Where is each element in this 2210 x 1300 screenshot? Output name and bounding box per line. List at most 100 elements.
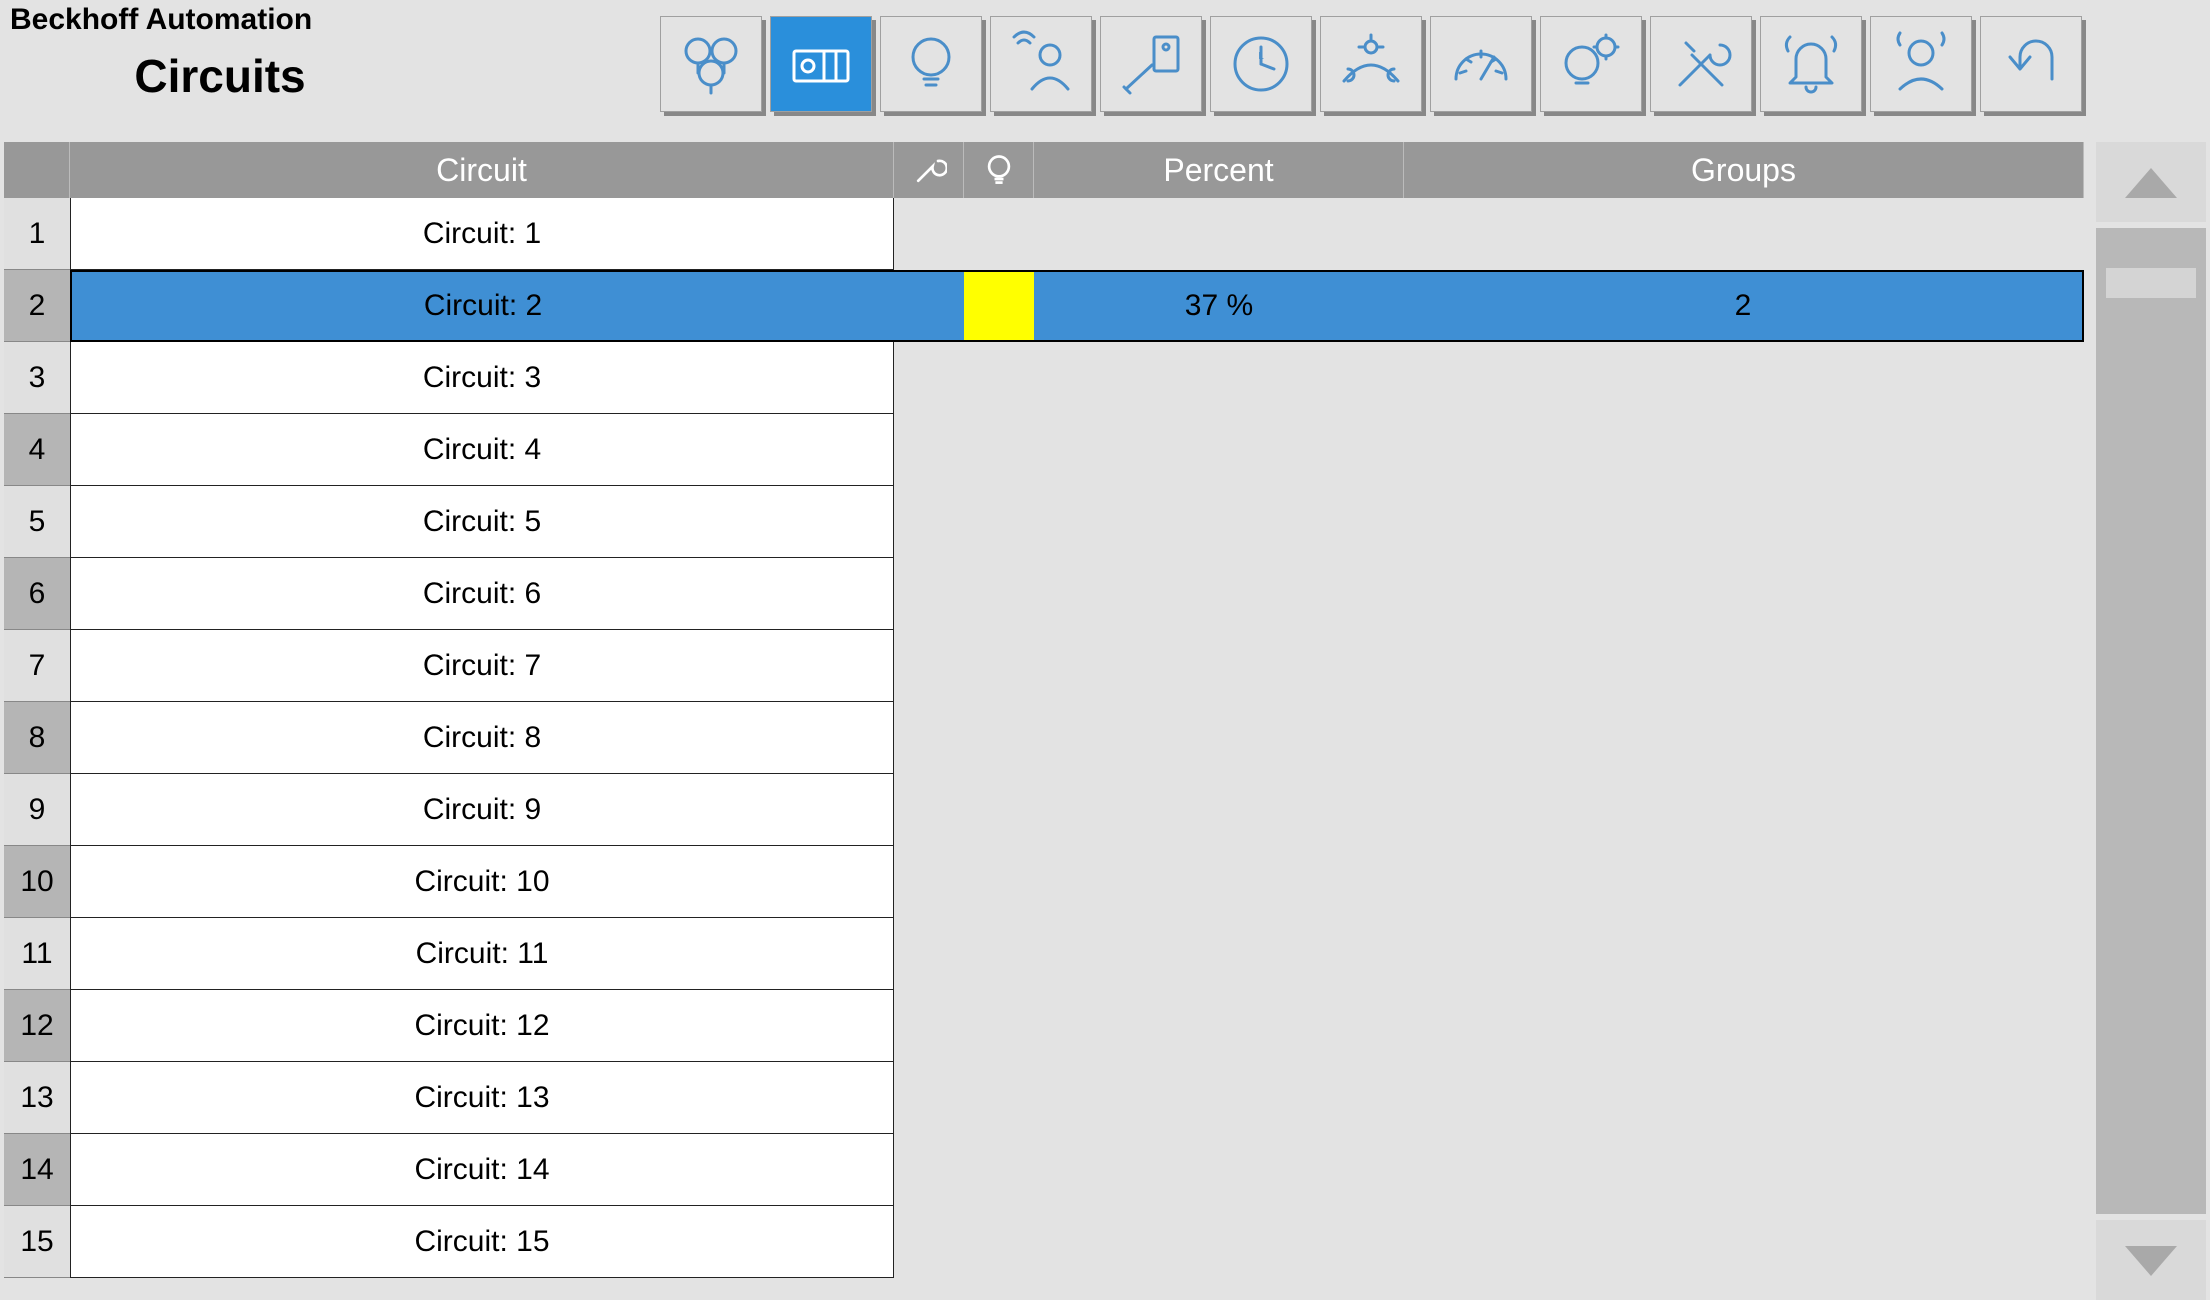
settings-bulb-icon [1556, 29, 1626, 99]
alarm-icon [1776, 29, 1846, 99]
toolbar-alarm[interactable] [1760, 16, 1862, 112]
row-index: 3 [4, 342, 70, 414]
daylight-icon [1336, 29, 1406, 99]
wrench-icon [911, 152, 947, 188]
row-index: 11 [4, 918, 70, 990]
table-row[interactable]: 2Circuit: 237 %2 [4, 270, 2084, 342]
header-bulb [964, 142, 1034, 198]
tools-icon [1666, 29, 1736, 99]
table-row[interactable]: 14Circuit: 14 [4, 1134, 2084, 1206]
row-index: 12 [4, 990, 70, 1062]
page-title: Circuits [10, 40, 430, 112]
header-left: Beckhoff Automation Circuits [0, 0, 660, 112]
table-row[interactable]: 9Circuit: 9 [4, 774, 2084, 846]
row-index: 13 [4, 1062, 70, 1134]
scroll-down-button[interactable] [2096, 1220, 2206, 1300]
row-circuit: Circuit: 2 [70, 270, 894, 342]
toolbar-bulb[interactable] [880, 16, 982, 112]
row-index: 4 [4, 414, 70, 486]
scroll-column [2096, 142, 2206, 1300]
toolbar-clock[interactable]: L [1210, 16, 1312, 112]
svg-text:L: L [1258, 51, 1264, 62]
circuits-icon [786, 29, 856, 99]
header-circuit: Circuit [70, 142, 894, 198]
table-row[interactable]: 15Circuit: 15 [4, 1206, 2084, 1278]
row-index: 15 [4, 1206, 70, 1278]
row-circuit: Circuit: 9 [70, 774, 894, 846]
row-bulb-cell [964, 270, 1034, 342]
table-header: Circuit Percent Groups [4, 142, 2084, 198]
table-row[interactable]: 6Circuit: 6 [4, 558, 2084, 630]
gauge-icon [1446, 29, 1516, 99]
toolbar-presence[interactable] [990, 16, 1092, 112]
row-index: 6 [4, 558, 70, 630]
content: Circuit Percent Groups 1Circuit: 12Circu… [4, 142, 2206, 1300]
scroll-thumb[interactable] [2106, 268, 2196, 298]
toolbar-lamps[interactable] [660, 16, 762, 112]
presence-icon [1006, 29, 1076, 99]
table-row[interactable]: 8Circuit: 8 [4, 702, 2084, 774]
toolbar-tools[interactable] [1650, 16, 1752, 112]
row-circuit: Circuit: 1 [70, 198, 894, 270]
header-groups: Groups [1404, 142, 2084, 198]
row-index: 10 [4, 846, 70, 918]
row-circuit: Circuit: 14 [70, 1134, 894, 1206]
clock-icon: L [1226, 29, 1296, 99]
table-row[interactable]: 1Circuit: 1 [4, 198, 2084, 270]
row-index: 1 [4, 198, 70, 270]
row-circuit: Circuit: 4 [70, 414, 894, 486]
bulb-icon [896, 29, 966, 99]
bulb-header-icon [981, 152, 1017, 188]
row-circuit: Circuit: 12 [70, 990, 894, 1062]
row-index: 8 [4, 702, 70, 774]
row-index: 7 [4, 630, 70, 702]
chevron-down-icon [2121, 1240, 2181, 1280]
toolbar-switch[interactable] [1100, 16, 1202, 112]
row-circuit: Circuit: 7 [70, 630, 894, 702]
table-row[interactable]: 12Circuit: 12 [4, 990, 2084, 1062]
brand-label: Beckhoff Automation [10, 0, 660, 40]
back-icon [1996, 29, 2066, 99]
table-row[interactable]: 5Circuit: 5 [4, 486, 2084, 558]
lamps-icon [676, 29, 746, 99]
header-percent: Percent [1034, 142, 1404, 198]
row-circuit: Circuit: 8 [70, 702, 894, 774]
header-index [4, 142, 70, 198]
table-body: 1Circuit: 12Circuit: 237 %23Circuit: 34C… [4, 198, 2084, 1278]
toolbar-settings-bulb[interactable] [1540, 16, 1642, 112]
row-circuit: Circuit: 3 [70, 342, 894, 414]
table-row[interactable]: 4Circuit: 4 [4, 414, 2084, 486]
row-index: 9 [4, 774, 70, 846]
row-index: 14 [4, 1134, 70, 1206]
row-circuit: Circuit: 5 [70, 486, 894, 558]
row-circuit: Circuit: 13 [70, 1062, 894, 1134]
table-row[interactable]: 10Circuit: 10 [4, 846, 2084, 918]
row-index: 2 [4, 270, 70, 342]
scroll-up-button[interactable] [2096, 142, 2206, 222]
circuits-table: Circuit Percent Groups 1Circuit: 12Circu… [4, 142, 2084, 1300]
toolbar-back[interactable] [1980, 16, 2082, 112]
chevron-up-icon [2121, 162, 2181, 202]
row-index: 5 [4, 486, 70, 558]
row-circuit: Circuit: 11 [70, 918, 894, 990]
toolbar-circuits[interactable] [770, 16, 872, 112]
row-wrench-cell [894, 270, 964, 342]
row-circuit: Circuit: 15 [70, 1206, 894, 1278]
scroll-track[interactable] [2096, 228, 2206, 1214]
row-circuit: Circuit: 10 [70, 846, 894, 918]
toolbar-daylight[interactable] [1320, 16, 1422, 112]
table-row[interactable]: 7Circuit: 7 [4, 630, 2084, 702]
toolbar-gauge[interactable] [1430, 16, 1532, 112]
row-percent: 37 % [1034, 270, 1404, 342]
user-icon [1886, 29, 1956, 99]
table-row[interactable]: 3Circuit: 3 [4, 342, 2084, 414]
row-groups: 2 [1404, 270, 2084, 342]
table-row[interactable]: 11Circuit: 11 [4, 918, 2084, 990]
switch-icon [1116, 29, 1186, 99]
header-wrench [894, 142, 964, 198]
table-row[interactable]: 13Circuit: 13 [4, 1062, 2084, 1134]
toolbar: L [660, 16, 2082, 112]
row-circuit: Circuit: 6 [70, 558, 894, 630]
toolbar-user[interactable] [1870, 16, 1972, 112]
header: Beckhoff Automation Circuits [0, 0, 2210, 128]
